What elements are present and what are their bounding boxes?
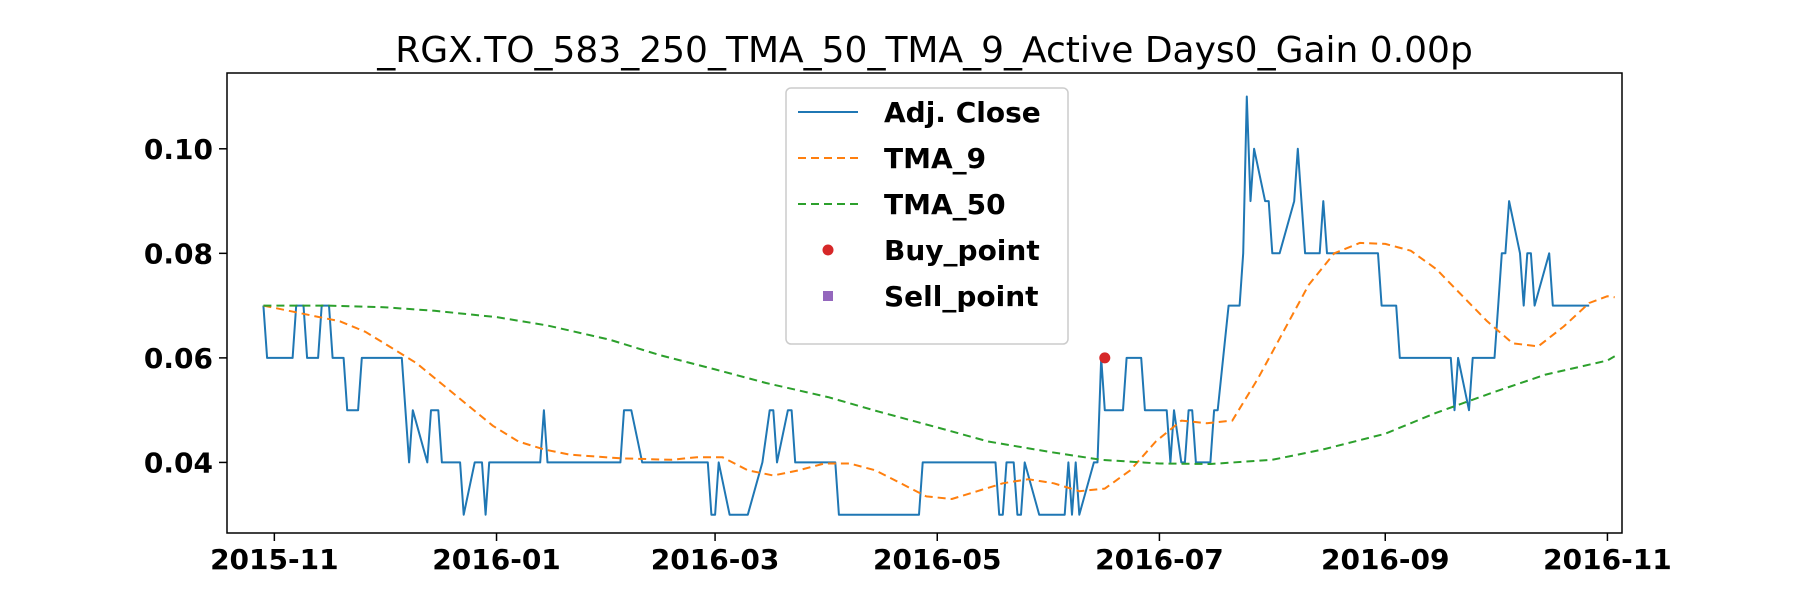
x-tick-label: 2016-07 (1095, 543, 1224, 576)
x-tick-label: 2016-01 (432, 543, 561, 576)
y-tick-label: 0.06 (144, 342, 213, 375)
series-line-tma-9 (263, 241, 1615, 500)
legend-box (785, 87, 1069, 345)
x-tick-label: 2016-11 (1543, 543, 1672, 576)
legend-swatch (823, 291, 833, 301)
x-tick-label: 2016-03 (651, 543, 780, 576)
legend-label: Buy_point (884, 234, 1040, 267)
legend-label: TMA_50 (884, 188, 1006, 221)
legend-label: Adj. Close (884, 96, 1041, 129)
x-tick-label: 2016-05 (873, 543, 1002, 576)
legend-swatch (822, 244, 834, 256)
legend-label: Sell_point (884, 280, 1039, 313)
chart-title: _RGX.TO_583_250_TMA_50_TMA_9_Active Days… (376, 30, 1473, 71)
series-layer (262, 95, 1616, 516)
legend: Adj. Close TMA_9 TMA_50 Buy_point Sell_point (785, 87, 1069, 345)
plot-frame (226, 72, 1623, 534)
y-axis-ticks: 0.04 0.06 0.08 0.10 (144, 133, 227, 479)
series-line-tma-50 (263, 304, 1616, 465)
buy-point-marker (1099, 352, 1111, 364)
x-tick-label: 2016-09 (1321, 543, 1450, 576)
y-tick-label: 0.08 (144, 237, 213, 270)
x-tick-label: 2015-11 (210, 543, 339, 576)
y-tick-label: 0.10 (144, 133, 213, 166)
y-tick-label: 0.04 (144, 446, 213, 479)
legend-label: TMA_9 (884, 142, 986, 175)
x-axis-ticks: 2015-11 2016-01 2016-03 2016-05 2016-07 2016-… (210, 533, 1672, 576)
series-line-adj-close (262, 95, 1590, 516)
marker-layer (1099, 352, 1111, 364)
